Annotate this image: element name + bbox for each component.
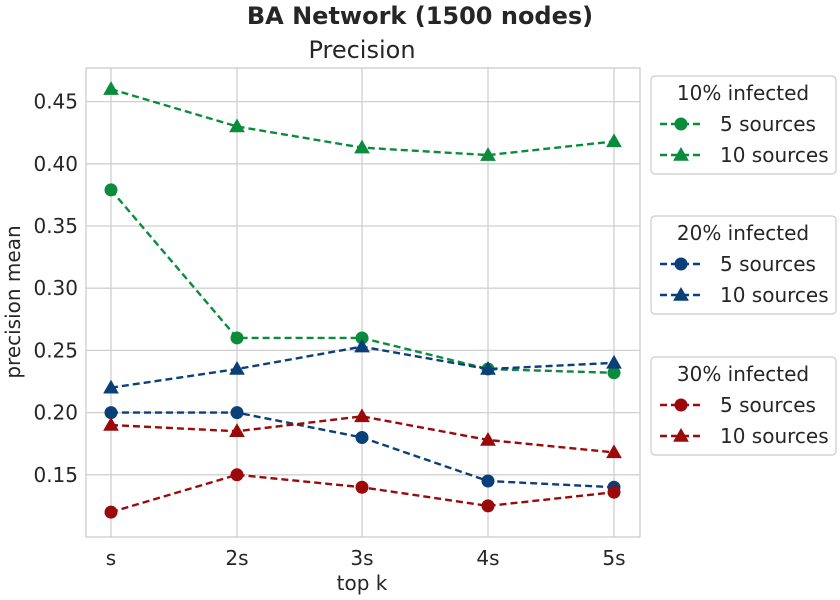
data-point (606, 444, 622, 459)
legend-label: 5 sources (720, 112, 816, 136)
legend-box (650, 75, 837, 175)
data-point (481, 474, 495, 488)
data-point (354, 408, 370, 423)
legend-label: 10 sources (720, 143, 829, 167)
data-point (229, 423, 245, 438)
x-tick-label: 3s (350, 546, 373, 570)
legend-title: 20% infected (677, 221, 809, 245)
data-point (230, 406, 244, 420)
data-point (354, 338, 370, 353)
data-point (229, 361, 245, 375)
grid-lines (86, 68, 640, 537)
legend-circle-marker (674, 117, 688, 131)
legend-circle-marker (674, 257, 688, 271)
y-axis-label: precision mean (1, 225, 25, 378)
x-tick-labels: s 2s 3s 4s 5s (106, 546, 626, 570)
y-tick-label: 0.40 (33, 152, 78, 176)
chart-suptitle: BA Network (1500 nodes) (247, 2, 593, 30)
data-point (606, 354, 622, 369)
data-point (230, 331, 244, 345)
y-tick-label: 0.20 (33, 401, 78, 425)
y-tick-label: 0.45 (33, 90, 78, 114)
data-point (103, 417, 119, 431)
data-point (354, 139, 370, 154)
legend-label: 5 sources (720, 252, 816, 276)
data-point (103, 81, 119, 95)
chart-title: Precision (308, 36, 415, 64)
legend-box (650, 356, 837, 456)
data-point (355, 480, 369, 494)
legend-group: 10% infected 5 sources 10 sources (650, 75, 837, 175)
series-3-2 (103, 408, 622, 459)
x-axis-label: top k (337, 571, 388, 595)
legend-title: 10% infected (677, 81, 809, 105)
series-lines (103, 81, 622, 519)
x-tick-label: s (106, 546, 116, 570)
data-point (480, 147, 496, 161)
legend-group: 20% infected 5 sources 10 sources (650, 215, 837, 315)
plot-frame (85, 67, 641, 538)
data-point (104, 406, 118, 420)
data-point (607, 485, 621, 499)
legend-label: 5 sources (720, 393, 816, 417)
legend-triangle-marker (673, 427, 689, 442)
data-point (103, 379, 119, 394)
series-3-1 (104, 468, 621, 519)
legend-triangle-marker (673, 286, 689, 301)
y-tick-label: 0.35 (33, 214, 78, 238)
legend-circle-marker (674, 398, 688, 412)
data-point (104, 505, 118, 519)
data-point (355, 430, 369, 444)
series-line (110, 415, 615, 454)
legend-box (650, 215, 837, 315)
data-point (230, 468, 244, 482)
legend-label: 10 sources (720, 424, 829, 448)
legend-group: 30% infected 5 sources 10 sources (650, 356, 837, 456)
data-point (104, 183, 118, 197)
x-tick-label: 4s (476, 546, 499, 570)
y-tick-label: 0.15 (33, 463, 78, 487)
data-point (606, 133, 622, 148)
y-tick-label: 0.25 (33, 338, 78, 362)
legend-label: 10 sources (720, 283, 829, 307)
x-tick-label: 2s (225, 546, 248, 570)
data-point (480, 361, 496, 375)
y-tick-label: 0.30 (33, 276, 78, 300)
x-tick-label: 5s (602, 546, 625, 570)
series-1-2 (103, 81, 622, 161)
data-point (229, 118, 245, 133)
legend-title: 30% infected (677, 362, 809, 386)
y-tick-labels: 0.15 0.20 0.25 0.30 0.35 0.40 0.45 (33, 90, 78, 487)
data-point (481, 499, 495, 513)
data-point (480, 431, 496, 446)
series-2-2 (103, 338, 622, 394)
data-point (607, 366, 621, 380)
legend-triangle-marker (673, 146, 689, 161)
